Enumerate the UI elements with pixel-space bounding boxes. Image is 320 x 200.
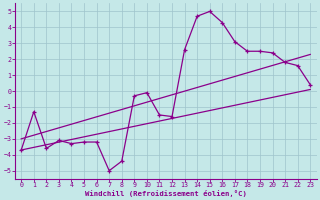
X-axis label: Windchill (Refroidissement éolien,°C): Windchill (Refroidissement éolien,°C): [85, 190, 247, 197]
